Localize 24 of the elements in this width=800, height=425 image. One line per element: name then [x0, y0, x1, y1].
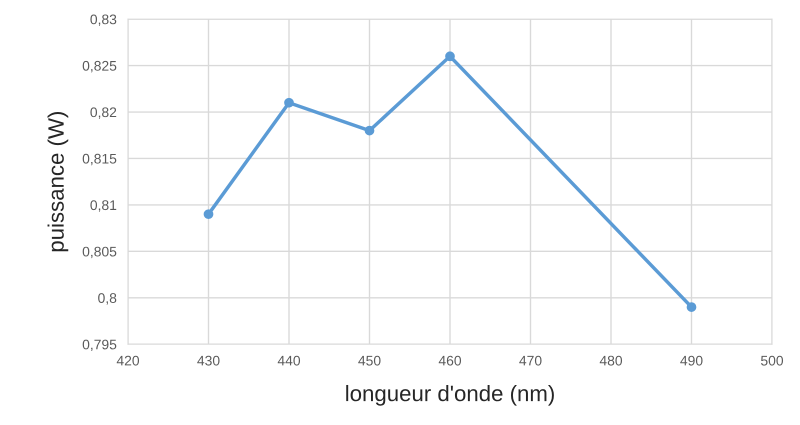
point — [445, 51, 455, 62]
x-tick-label: 500 — [760, 356, 784, 366]
x-tick-label: 420 — [116, 356, 140, 366]
y-tick-label: 0,815 — [82, 154, 116, 166]
y-tick-label: 0,795 — [82, 340, 116, 352]
x-tick-label: 450 — [358, 356, 381, 366]
point — [686, 302, 696, 312]
y-tick-label: 0,81 — [90, 200, 116, 212]
y-tick-label: 0,82 — [90, 107, 116, 119]
y-tick-label: 0,805 — [82, 246, 116, 258]
y-tick-label: 0,825 — [82, 60, 116, 72]
point — [284, 98, 294, 108]
x-axis-title: longueur d'onde (nm) — [346, 384, 554, 406]
y-axis-title: puissance (W) — [48, 112, 68, 252]
y-tick-label: 0,8 — [98, 293, 116, 305]
x-tick-label: 470 — [519, 356, 542, 366]
x-tick-label: 460 — [438, 356, 462, 366]
x-tick-label: 480 — [600, 356, 622, 366]
x-tick-label: 440 — [278, 356, 300, 366]
point — [204, 209, 214, 220]
x-tick-label: 490 — [680, 356, 703, 366]
y-tick-label: 0,83 — [90, 14, 116, 26]
point — [364, 126, 374, 136]
x-tick-label: 430 — [197, 356, 220, 366]
